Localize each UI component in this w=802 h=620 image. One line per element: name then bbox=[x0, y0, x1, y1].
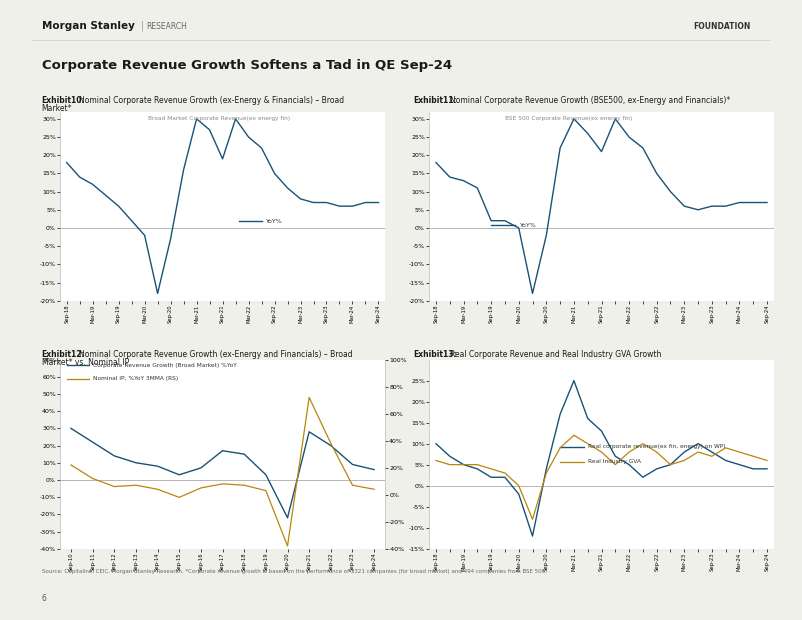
Text: Nominal Corporate Revenue Growth (ex-Energy and Financials) – Broad: Nominal Corporate Revenue Growth (ex-Ene… bbox=[79, 350, 352, 360]
Text: BSE 500 Corporate Revenue(ex energy fin): BSE 500 Corporate Revenue(ex energy fin) bbox=[505, 117, 632, 122]
Text: Nominal Corporate Revenue Growth (ex-Energy & Financials) – Broad: Nominal Corporate Revenue Growth (ex-Ene… bbox=[79, 96, 344, 105]
Text: FOUNDATION: FOUNDATION bbox=[693, 22, 751, 30]
Text: Real Industry GVA: Real Industry GVA bbox=[588, 459, 641, 464]
Text: Market* vs. Nominal IP: Market* vs. Nominal IP bbox=[42, 358, 129, 367]
Text: Morgan Stanley: Morgan Stanley bbox=[42, 21, 135, 31]
Text: RESEARCH: RESEARCH bbox=[146, 22, 187, 30]
Text: Corporate Revenue Growth Softens a Tad in QE Sep-24: Corporate Revenue Growth Softens a Tad i… bbox=[42, 59, 452, 71]
Text: Broad Market Corporate Revenue(ex energy fin): Broad Market Corporate Revenue(ex energy… bbox=[148, 117, 290, 122]
Text: Exhibit13:: Exhibit13: bbox=[413, 350, 456, 360]
Text: Real corporate revenue(ex fin, energy) on WPI: Real corporate revenue(ex fin, energy) o… bbox=[588, 444, 725, 449]
Text: Real Corporate Revenue and Real Industry GVA Growth: Real Corporate Revenue and Real Industry… bbox=[450, 350, 662, 360]
Text: Exhibit11:: Exhibit11: bbox=[413, 96, 456, 105]
Text: 6: 6 bbox=[42, 593, 47, 603]
Text: Exhibit12:: Exhibit12: bbox=[42, 350, 85, 360]
Text: YoY%: YoY% bbox=[266, 219, 283, 224]
Text: Corporate Revenue Growth (Broad Market) %YoY: Corporate Revenue Growth (Broad Market) … bbox=[93, 363, 237, 368]
Text: Nominal IP, %YoY 3MMA (RS): Nominal IP, %YoY 3MMA (RS) bbox=[93, 376, 178, 381]
Text: |: | bbox=[140, 21, 144, 31]
Text: Exhibit10:: Exhibit10: bbox=[42, 96, 85, 105]
Text: Market*: Market* bbox=[42, 104, 72, 113]
Text: YoY%: YoY% bbox=[520, 223, 537, 228]
Text: Source: Capitaline, CEIC, Morgan Stanley Research. *Corporate revenue growth is : Source: Capitaline, CEIC, Morgan Stanley… bbox=[42, 569, 547, 574]
Text: Nominal Corporate Revenue Growth (BSE500, ex-Energy and Financials)*: Nominal Corporate Revenue Growth (BSE500… bbox=[450, 96, 730, 105]
